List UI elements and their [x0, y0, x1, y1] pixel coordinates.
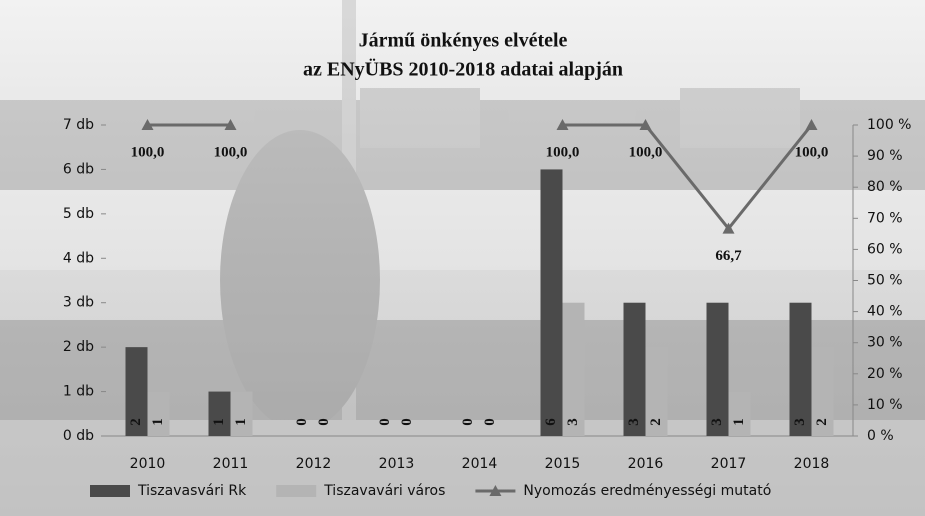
line-marker [805, 119, 818, 130]
x-tick-label: 2018 [794, 456, 830, 472]
legend-swatch [489, 485, 502, 496]
y-tick-label: 5 db [63, 206, 94, 222]
data-label: 0 [460, 418, 476, 426]
bar [789, 302, 812, 436]
line-marker [722, 222, 735, 234]
y-tick-label: 6 db [63, 161, 94, 177]
x-tick-label: 2012 [296, 456, 332, 472]
legend-swatch [90, 485, 130, 497]
data-label: 100,0 [629, 144, 663, 160]
line [562, 123, 813, 231]
y2-tick-label: 40 % [867, 304, 903, 320]
data-label: 100,0 [131, 144, 165, 160]
bar [208, 391, 231, 436]
data-label: 100,0 [795, 144, 829, 160]
y2-tick-label: 100 % [867, 117, 911, 133]
x-tick-label: 2013 [379, 456, 415, 472]
data-label: 2 [128, 418, 144, 426]
legend-label: Tiszavasvári Rk [137, 483, 247, 499]
x-tick-label: 2011 [213, 456, 249, 472]
chart-subtitle: az ENyÜBS 2010-2018 adatai alapján [303, 58, 623, 81]
y-tick-label: 2 db [63, 339, 94, 355]
data-label: 1 [731, 418, 747, 426]
bar [562, 302, 585, 436]
line-marker [224, 119, 237, 130]
y-tick-label: 1 db [63, 384, 94, 400]
bar [811, 347, 834, 436]
x-tick-label: 2010 [130, 456, 166, 472]
y2-tick-label: 0 % [867, 428, 894, 444]
y2-tick-label: 60 % [867, 241, 903, 257]
y2-tick-label: 70 % [867, 210, 903, 226]
data-label: 66,7 [715, 248, 742, 264]
legend-label: Nyomozás eredményességi mutató [523, 483, 771, 499]
y2-tick-label: 30 % [867, 335, 903, 351]
bar [728, 391, 751, 436]
data-label: 0 [316, 418, 332, 426]
y2-tick-label: 80 % [867, 179, 903, 195]
y-tick-label: 3 db [63, 295, 94, 311]
bar [623, 302, 646, 436]
data-label: 3 [709, 418, 725, 426]
bar [230, 391, 253, 436]
y-tick-label: 7 db [63, 117, 94, 133]
data-label: 3 [792, 418, 808, 426]
data-label: 100,0 [214, 144, 248, 160]
legend-swatch [276, 485, 317, 497]
x-tick-label: 2014 [462, 456, 498, 472]
data-label: 0 [377, 418, 393, 426]
legend-label: Tiszavavári város [323, 483, 445, 499]
bar [147, 391, 170, 436]
data-label: 100,0 [546, 144, 580, 160]
data-label: 2 [814, 418, 830, 426]
data-label: 3 [565, 418, 581, 426]
bar [706, 302, 729, 436]
x-tick-label: 2016 [628, 456, 664, 472]
data-label: 0 [399, 418, 415, 426]
y2-tick-label: 50 % [867, 273, 903, 289]
bar [645, 347, 668, 436]
bar [125, 347, 148, 436]
data-label: 2 [648, 418, 664, 426]
y2-tick-label: 10 % [867, 397, 903, 413]
data-label: 0 [482, 418, 498, 426]
data-label: 6 [543, 418, 559, 426]
x-tick-label: 2015 [545, 456, 581, 472]
x-tick-label: 2017 [711, 456, 747, 472]
bar [540, 169, 563, 436]
y-tick-label: 0 db [63, 428, 94, 444]
line-marker [639, 119, 652, 130]
y2-tick-label: 20 % [867, 366, 903, 382]
y-tick-label: 4 db [63, 250, 94, 266]
y2-tick-label: 90 % [867, 148, 903, 164]
chart-title: Jármű önkényes elvétele [359, 30, 568, 52]
data-label: 1 [150, 418, 166, 426]
line-marker [556, 119, 569, 130]
data-label: 1 [211, 418, 227, 426]
data-label: 0 [294, 418, 310, 426]
data-label: 1 [233, 418, 249, 426]
line-marker [141, 119, 154, 130]
data-label: 3 [626, 418, 642, 426]
